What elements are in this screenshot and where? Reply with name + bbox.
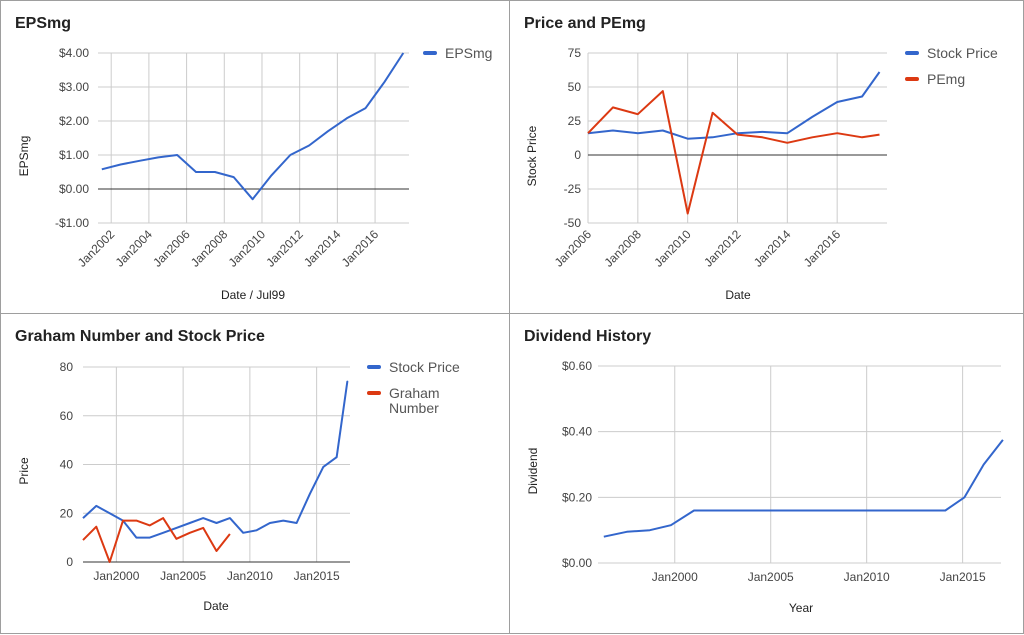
series-line-stock-price-tail [335, 380, 349, 459]
legend-label: PEmg [927, 71, 965, 87]
x-tick-label: Jan2010 [226, 227, 269, 270]
y-tick-label: $0.00 [562, 556, 592, 570]
x-tick-label: Jan2010 [227, 569, 273, 583]
chart-title: Dividend History [524, 328, 652, 345]
x-tick-label: Jan2008 [188, 227, 231, 270]
pe-chart-panel: Price and PEmg -50 -25 0 25 50 75 Jan2006 Jan20… [509, 0, 1024, 316]
chart-title: EPSmg [15, 15, 72, 32]
x-tick-label: Jan2016 [801, 227, 844, 270]
chart-title: Price and PEmg [524, 15, 646, 32]
x-tick-label: Jan2016 [339, 227, 382, 270]
x-tick-label: Jan2015 [294, 569, 340, 583]
y-tick-label: 25 [568, 114, 582, 128]
x-axis-title: Date [725, 288, 751, 302]
x-tick-label: Jan2006 [150, 227, 193, 270]
graham-chart-panel: Graham Number and Stock Price 0 20 40 60 80 J… [0, 313, 512, 634]
y-tick-label: -$1.00 [55, 216, 89, 230]
x-axis-title: Date [203, 599, 229, 613]
x-tick-label: Jan2010 [651, 227, 694, 270]
legend-label: Number [389, 400, 439, 416]
x-tick-label: Jan2010 [844, 570, 890, 584]
y-tick-label: 20 [60, 506, 74, 520]
chart-title: Graham Number and Stock Price [15, 328, 265, 345]
x-tick-label: Jan2004 [113, 227, 156, 270]
x-tick-label: Jan2005 [748, 570, 794, 584]
y-tick-label: 75 [568, 46, 582, 60]
y-tick-label: 0 [66, 555, 73, 569]
x-axis-title: Year [789, 601, 813, 615]
y-tick-label: 50 [568, 80, 582, 94]
legend-label: EPSmg [445, 45, 492, 61]
x-tick-label: Jan2005 [160, 569, 206, 583]
legend-label: Graham [389, 385, 440, 401]
x-axis-title: Date / Jul99 [221, 288, 285, 302]
dividend-chart: $0.00 $0.20 $0.40 $0.60 Jan2000 Jan2005 Jan201… [526, 359, 1004, 615]
series-line-stock-price [587, 71, 881, 140]
x-tick-label: Jan2006 [552, 227, 595, 270]
y-tick-label: -50 [564, 216, 582, 230]
dividend-chart-panel: Dividend History $0.00 $0.20 $0.40 $0.60 Jan… [509, 313, 1024, 634]
x-tick-label: Jan2002 [75, 227, 118, 270]
y-axis-title: Dividend [526, 448, 540, 495]
y-tick-label: -25 [564, 182, 582, 196]
y-tick-label: $1.00 [59, 148, 89, 162]
x-tick-label: Jan2014 [751, 227, 794, 270]
series-line-stock-price [82, 456, 338, 539]
y-axis-title: Price [17, 457, 31, 485]
x-tick-label: Jan2014 [301, 227, 344, 270]
y-tick-label: $3.00 [59, 80, 89, 94]
x-tick-label: Jan2012 [701, 227, 744, 270]
y-tick-label: $0.20 [562, 490, 592, 504]
legend-label: Stock Price [389, 359, 460, 375]
y-tick-label: 0 [574, 148, 581, 162]
series-line-dividend [603, 439, 1004, 538]
x-tick-label: Jan2000 [652, 570, 698, 584]
series-line-epsmg [101, 52, 405, 201]
x-tick-label: Jan2012 [263, 227, 306, 270]
series-line-pemg [587, 90, 880, 215]
series-line-graham-number [82, 517, 231, 563]
eps-chart: -$1.00$0.00$1.00$2.00$3.00$4.00Jan2002Ja… [17, 45, 492, 302]
legend-label: Stock Price [927, 45, 998, 61]
y-tick-label: 80 [60, 360, 74, 374]
graham-chart: 0 20 40 60 80 Jan2000 Jan2005 Jan2010 Jan2015 Dat… [17, 359, 460, 613]
y-tick-label: $0.40 [562, 425, 592, 439]
y-tick-label: 40 [60, 458, 74, 472]
x-tick-label: Jan2000 [93, 569, 139, 583]
y-axis-title: EPSmg [17, 136, 31, 177]
x-tick-label: Jan2008 [601, 227, 644, 270]
y-tick-label: $4.00 [59, 46, 89, 60]
y-tick-label: $0.00 [59, 182, 89, 196]
eps-chart-panel: EPSmg -$1.00 $0.00 $1.00 $2.00 $3.00 $4.00 Jan… [0, 0, 512, 316]
y-tick-label: $2.00 [59, 114, 89, 128]
x-tick-label: Jan2015 [940, 570, 986, 584]
y-axis-title: Stock Price [525, 125, 539, 186]
y-tick-label: 60 [60, 409, 74, 423]
y-tick-label: $0.60 [562, 359, 592, 373]
